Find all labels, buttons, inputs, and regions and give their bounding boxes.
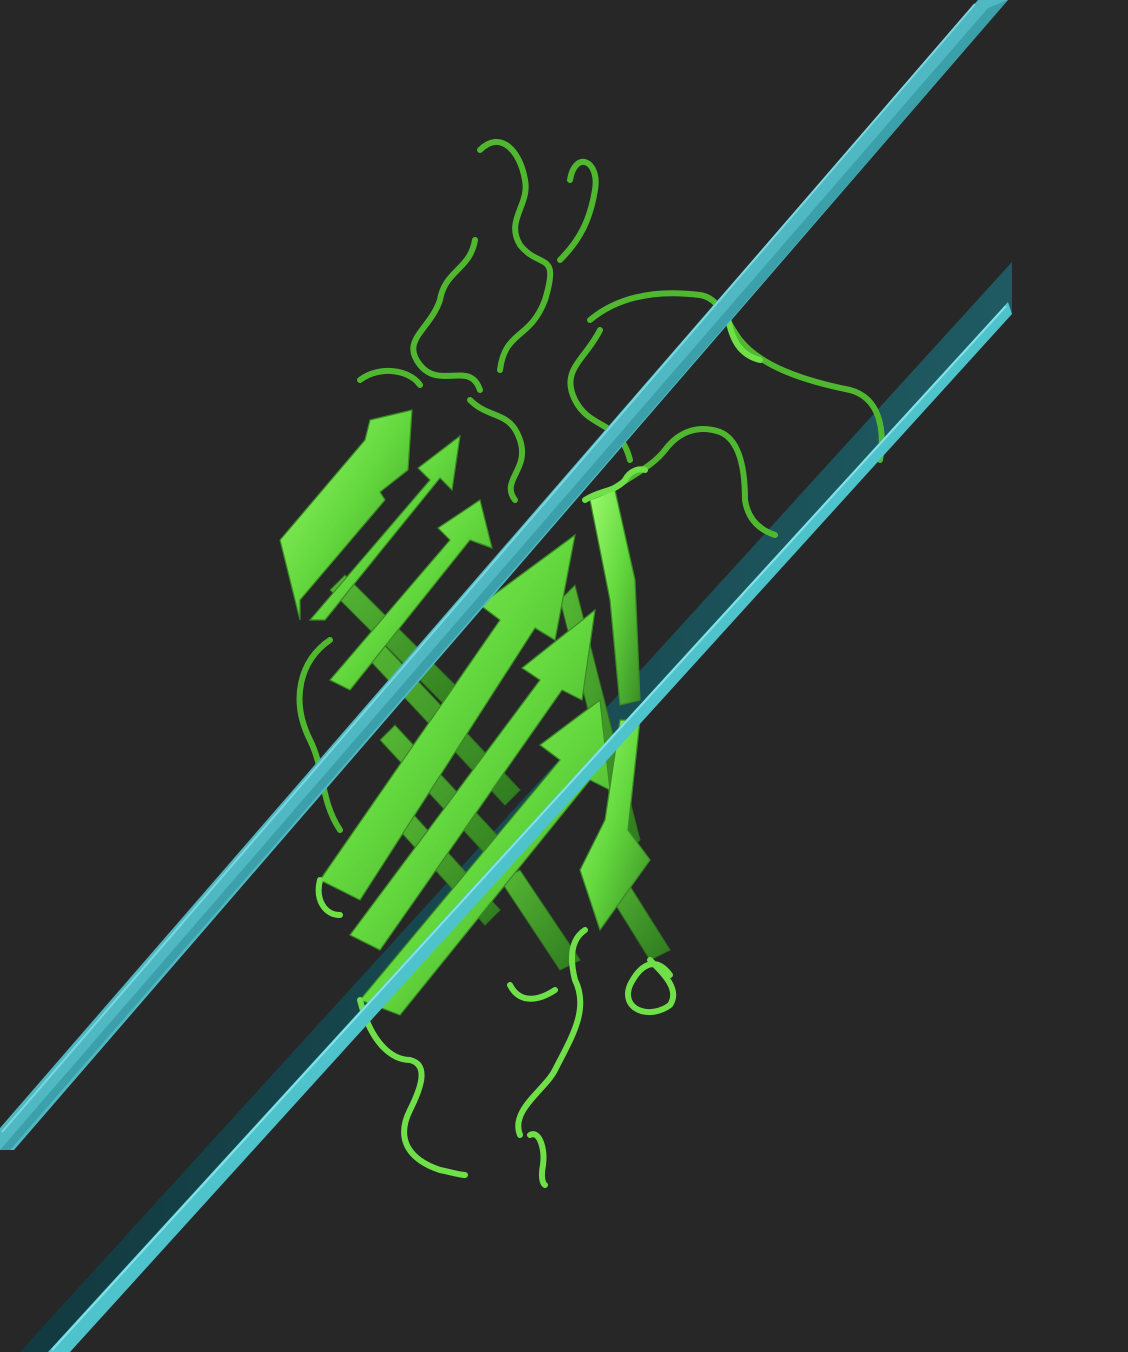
strand-arrow-1 bbox=[308, 434, 461, 621]
membrane-plane-upper bbox=[0, 0, 1008, 1150]
strand-arrow-6 bbox=[579, 719, 651, 932]
beta-strands-front bbox=[279, 409, 651, 1016]
membrane-plane-lower bbox=[48, 302, 1012, 1352]
coil-front bbox=[315, 315, 763, 1188]
strand-arrow-4 bbox=[349, 608, 596, 951]
strand-arrow-3 bbox=[319, 533, 576, 901]
strand-arrow-2 bbox=[329, 499, 493, 691]
membrane-plane-lower-face bbox=[20, 262, 1012, 1352]
